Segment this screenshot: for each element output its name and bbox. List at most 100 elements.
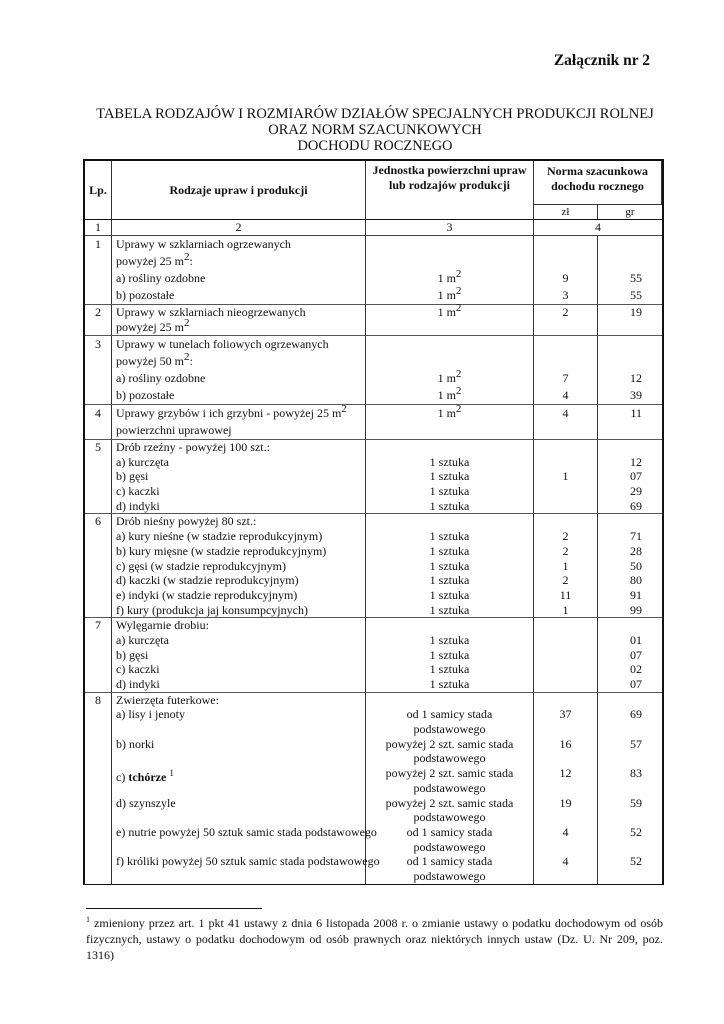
zl-value: 2 (562, 305, 569, 319)
footnote-separator (86, 908, 262, 909)
description-line: c) gęsi (w stadzie reprodukcyjnym) (116, 559, 365, 574)
row-number: 4 (85, 405, 112, 439)
unit-line: 1 sztuka (366, 633, 533, 648)
header-gr: gr (625, 206, 635, 218)
unit-line: podstawowego (366, 810, 533, 825)
description-text: d) indyki (116, 498, 160, 513)
footnote-marker: 1 (86, 915, 90, 924)
description-line (116, 810, 365, 825)
unit-text: 1 m (437, 305, 456, 319)
zl-value (534, 440, 597, 455)
unit-text: podstawowego (413, 810, 486, 825)
column-number: 2 (112, 220, 366, 235)
unit-cell: 1 m2 (366, 303, 534, 335)
unit-text: 1 m (437, 406, 456, 420)
unit-line: podstawowego (366, 751, 533, 766)
zl-value: 11 (559, 587, 572, 602)
gr-value (598, 236, 642, 253)
zl-value (534, 840, 597, 855)
zl-value: 37 (559, 707, 572, 722)
unit-line: 1 sztuka (366, 573, 533, 588)
zl-value: 2 (562, 529, 569, 544)
unit-line: powyżej 2 szt. samic stada (366, 737, 533, 752)
gr-value (598, 253, 642, 270)
zl-value (534, 869, 597, 884)
zl-value: 4 (562, 388, 569, 402)
zl-value (534, 722, 597, 737)
description-line: a) rośliny ozdobne (116, 270, 365, 287)
unit-text: 1 sztuka (429, 602, 470, 617)
zl-value (534, 648, 597, 663)
unit-text: 1 sztuka (429, 647, 470, 662)
zl-value: 19 (559, 795, 572, 810)
zl-value (534, 422, 597, 439)
unit-text: 1 sztuka (429, 587, 470, 602)
description-text: b) gęsi (116, 647, 149, 662)
description-text: Wylęgarnie drobiu: (116, 618, 209, 633)
header-lp: Lp. (85, 161, 112, 219)
gr-value: 99 (630, 602, 642, 617)
row-number: 2 (85, 305, 112, 335)
row-number-text: 7 (95, 618, 101, 633)
description-text: a) kurczęta (116, 454, 169, 469)
gr-value (598, 320, 642, 335)
gr-value: 39 (630, 388, 642, 402)
unit-cell: 1 m2 1 m2 (366, 236, 534, 304)
description-line: b) gęsi (116, 648, 365, 663)
unit-cell: 1 sztuka 1 sztuka 1 sztuka 1 sztuka (366, 618, 534, 692)
zl-value (534, 353, 597, 370)
description-line (116, 751, 365, 766)
zl-value (534, 618, 597, 633)
description-line: c) kaczki (116, 662, 365, 677)
description-text: Zwierzęta futerkowe: (116, 692, 219, 707)
gr-value (598, 618, 642, 633)
superscript: 2 (455, 285, 462, 297)
description-line: Wylęgarnie drobiu: (116, 618, 365, 633)
description-line (116, 840, 365, 855)
description-cell: Drób nieśny powyżej 80 szt.: a) kury nieś… (112, 514, 366, 618)
description-line: e) indyki (w stadzie reprodukcyjnym) (116, 588, 365, 603)
zl-value (534, 662, 597, 677)
unit-line: podstawowego (366, 781, 533, 796)
unit-line: 1 sztuka (366, 529, 533, 544)
description-line: d) indyki (116, 677, 365, 692)
unit-cell: od 1 samicy stada podstawowego powyżej 2 s… (366, 692, 534, 884)
unit-cell: 1 m2 (366, 404, 534, 439)
zl-value: 1 (562, 469, 569, 484)
description-line: Drób rzeźny - powyżej 100 szt.: (116, 440, 365, 455)
gr-cell: 12 07 29 69 (598, 440, 662, 513)
unit-line (366, 514, 533, 529)
gr-value: 12 (630, 371, 642, 385)
superscript: 2 (341, 403, 347, 415)
unit-text: podstawowego (413, 868, 486, 883)
unit-line: 1 m2 (366, 285, 533, 304)
description-text: e) indyki (w stadzie reprodukcyjnym) (116, 587, 298, 602)
column-number: 3 (366, 220, 534, 235)
unit-text: powyżej 2 szt. samic stada (385, 766, 514, 781)
zl-value: 4 (562, 854, 569, 869)
unit-line: 1 m2 (366, 404, 533, 422)
zl-value (534, 781, 597, 796)
unit-line: 1 sztuka (366, 648, 533, 663)
description-line: Zwierzęta futerkowe: (116, 693, 365, 708)
unit-line (366, 236, 533, 253)
document-title: TABELA RODZAJÓW I ROZMIARÓW DZIAŁÓW SPEC… (60, 106, 690, 154)
unit-text: 1 sztuka (429, 469, 470, 484)
description-text: c) kaczki (116, 662, 160, 677)
description-line: b) norki (116, 737, 365, 752)
description-text: f) kury (produkcja jaj konsumpcyjnych) (116, 602, 308, 617)
description-text: d) kaczki (w stadzie reprodukcyjnym) (116, 573, 299, 588)
unit-text: 1 sztuka (429, 573, 470, 588)
unit-text: od 1 samicy stada (406, 854, 493, 869)
zl-value: 16 (559, 736, 572, 751)
column-numbers-row: 1 2 3 4 (85, 220, 662, 236)
description-line: a) lisy i jenoty (116, 707, 365, 722)
description-line: Drób nieśny powyżej 80 szt.: (116, 514, 365, 529)
description-line: a) kurczęta (116, 455, 365, 470)
superscript: 2 (184, 251, 190, 263)
row-number-text: 5 (95, 440, 101, 454)
unit-text: 1 sztuka (429, 454, 470, 469)
gr-value: 69 (630, 707, 642, 722)
unit-text: podstawowego (413, 722, 486, 737)
gr-value: 11 (630, 406, 642, 420)
